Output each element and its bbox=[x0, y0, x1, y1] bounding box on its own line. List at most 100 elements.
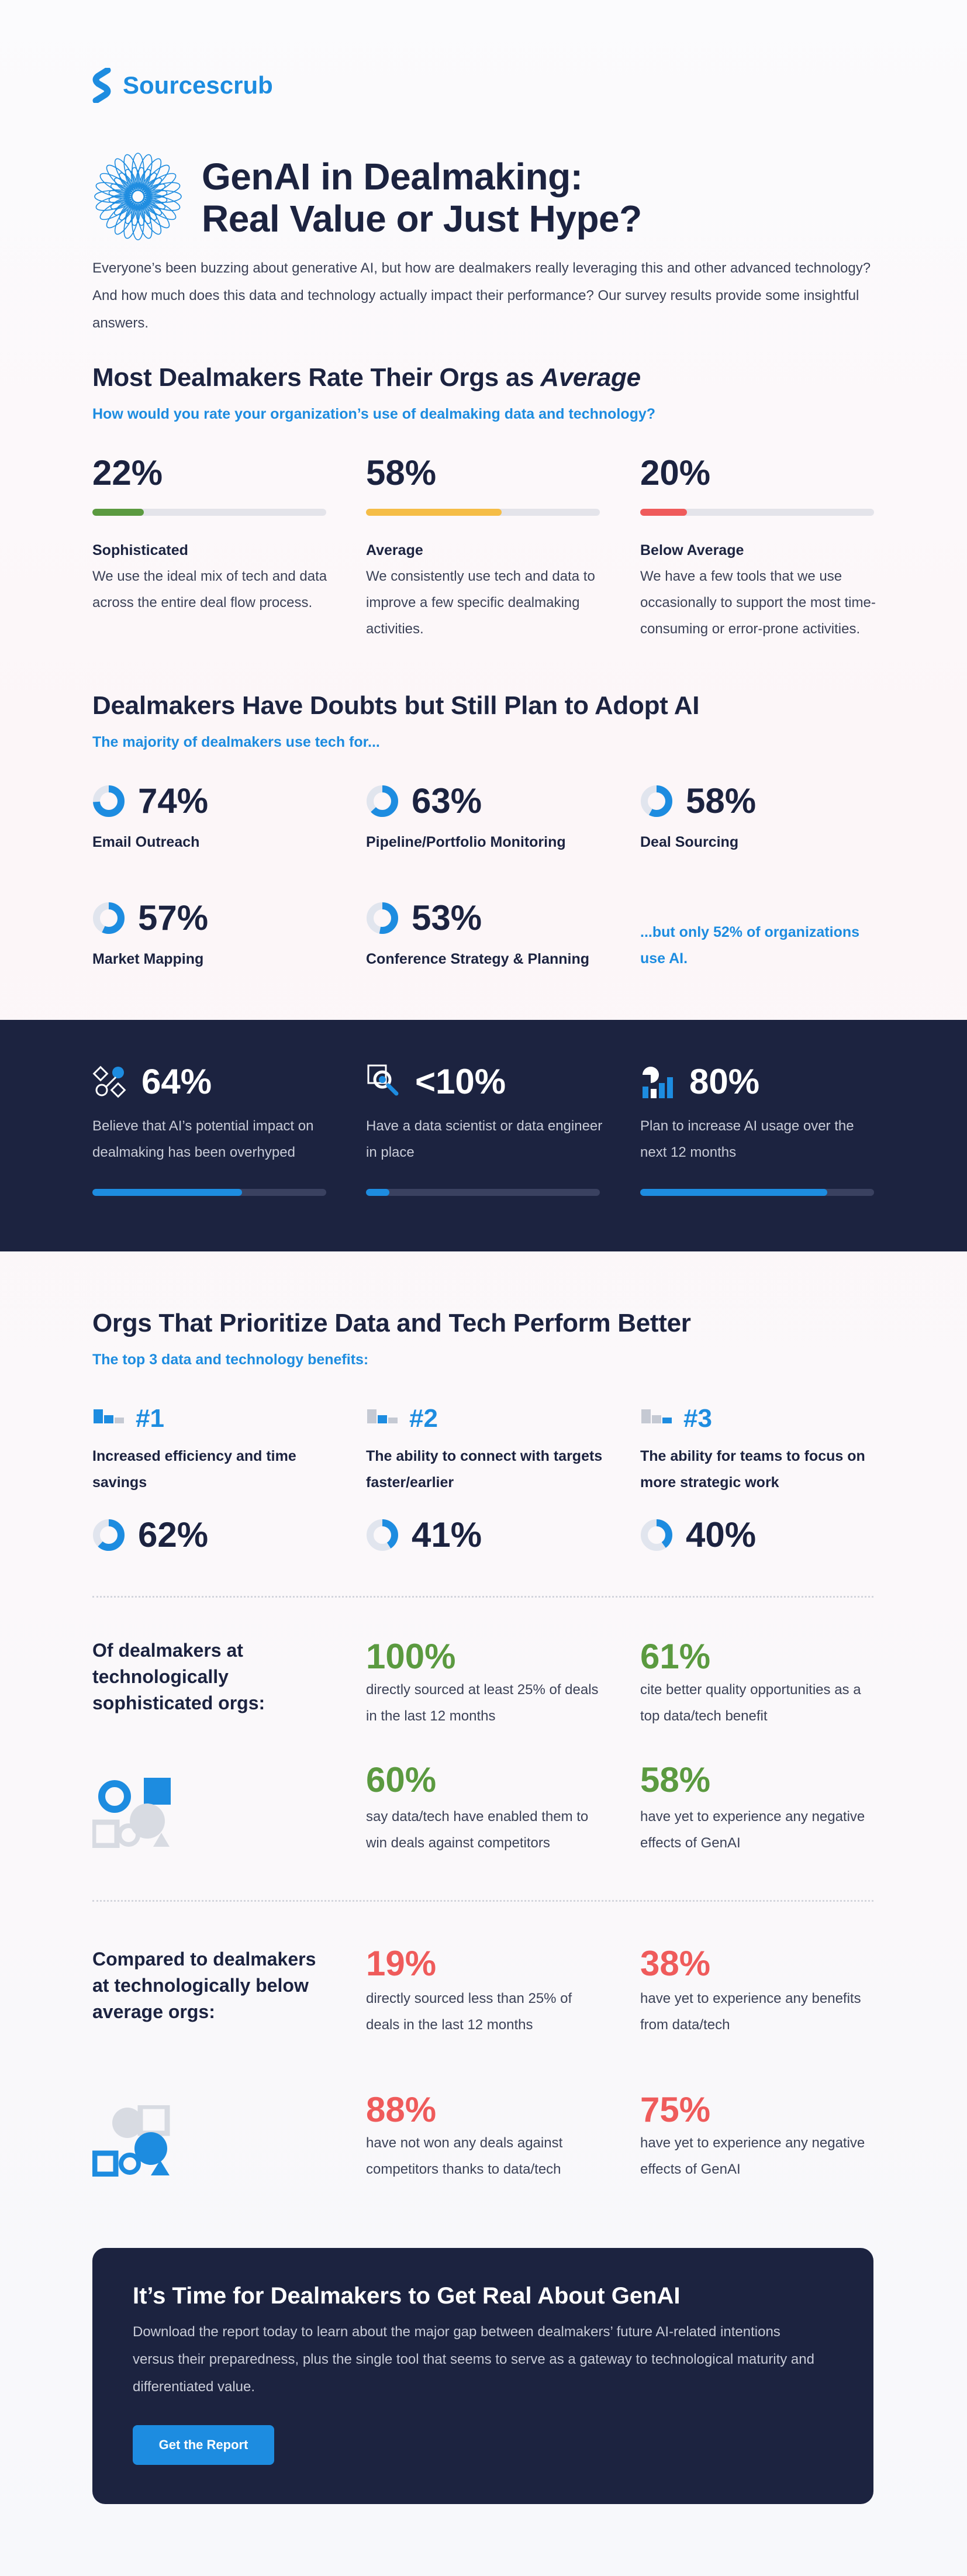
adoption-name: Deal Sourcing bbox=[640, 834, 739, 850]
cta-description: Download the report today to learn about… bbox=[133, 2324, 814, 2395]
comparison-percent: 38% bbox=[640, 1944, 711, 1983]
benefit-percent: 62% bbox=[138, 1515, 209, 1554]
perception-description: Plan to increase AI usage over the next … bbox=[640, 1118, 854, 1160]
comparison-description: directly sourced at least 25% of deals i… bbox=[366, 1682, 599, 1724]
donut-arc bbox=[641, 1519, 672, 1551]
benefit-name: The ability for teams to focus on more s… bbox=[640, 1448, 865, 1491]
comparison-description: have yet to experience any benefits from… bbox=[640, 1991, 861, 2033]
shape bbox=[104, 1415, 113, 1423]
petal bbox=[140, 172, 157, 193]
donut-arc bbox=[93, 1519, 125, 1551]
comparison-description: have yet to experience any negative effe… bbox=[640, 1809, 865, 1851]
bar bbox=[640, 1189, 827, 1196]
comparison-percent: 58% bbox=[640, 1760, 711, 1799]
shape bbox=[367, 1409, 377, 1423]
petal bbox=[108, 189, 133, 199]
shape bbox=[134, 2132, 167, 2165]
rating-description: We use the ideal mix of tech and data ac… bbox=[92, 568, 327, 611]
comparison-percent: 61% bbox=[640, 1637, 711, 1676]
shapes-illustration bbox=[92, 1778, 171, 1848]
icon bbox=[641, 1409, 672, 1423]
perception-percent: 80% bbox=[689, 1062, 760, 1101]
shape bbox=[652, 1415, 661, 1423]
rating-name: Sophisticated bbox=[92, 542, 188, 558]
icon bbox=[367, 1409, 398, 1423]
petal bbox=[108, 194, 133, 204]
section-subheading: The top 3 data and technology benefits: bbox=[92, 1351, 369, 1368]
donut bbox=[367, 1519, 398, 1551]
rating-name: Below Average bbox=[640, 542, 744, 558]
donut-arc bbox=[367, 1519, 398, 1551]
shape bbox=[92, 1819, 120, 1848]
donut bbox=[641, 1519, 672, 1551]
divider bbox=[92, 1900, 873, 1902]
adoption-percent: 63% bbox=[412, 781, 482, 820]
comparison-percent: 88% bbox=[366, 2090, 437, 2129]
rating-percent: 58% bbox=[366, 453, 437, 492]
petal bbox=[119, 200, 136, 221]
perception-band bbox=[0, 1020, 967, 1251]
page-title: GenAI in Dealmaking: Real Value or Just … bbox=[202, 156, 642, 240]
donut-arc bbox=[93, 785, 125, 817]
rating-percent: 20% bbox=[640, 453, 711, 492]
shape bbox=[94, 153, 182, 240]
adoption-name: Market Mapping bbox=[92, 951, 204, 967]
comparison-percent: 19% bbox=[366, 1944, 437, 1983]
shape bbox=[388, 1418, 398, 1423]
rating-percent: 22% bbox=[92, 453, 163, 492]
shape bbox=[662, 1418, 672, 1423]
shape bbox=[112, 2108, 143, 2138]
shape bbox=[92, 68, 111, 103]
section-subheading: How would you rate your organization’s u… bbox=[92, 406, 656, 422]
comparison-heading: Compared to dealmakers at technologicall… bbox=[92, 1949, 316, 2022]
donut bbox=[93, 785, 125, 817]
benefit-rank: #2 bbox=[409, 1404, 438, 1433]
brand-logo bbox=[92, 68, 111, 103]
adoption-percent: 74% bbox=[138, 781, 209, 820]
heading-text: Most Dealmakers Rate Their Orgs as bbox=[92, 363, 534, 392]
section-heading: Dealmakers Have Doubts but Still Plan to… bbox=[92, 691, 700, 720]
cta-button[interactable]: Get the Report bbox=[133, 2425, 274, 2465]
shape bbox=[643, 1087, 648, 1098]
donut bbox=[641, 785, 672, 817]
petal bbox=[135, 167, 146, 191]
title-line: GenAI in Dealmaking: bbox=[202, 156, 583, 198]
shape bbox=[119, 2153, 141, 2175]
bar-track bbox=[92, 509, 326, 516]
petal bbox=[143, 194, 168, 204]
adoption-name: Pipeline/Portfolio Monitoring bbox=[366, 834, 566, 850]
donut-arc bbox=[367, 902, 398, 934]
shape bbox=[667, 1077, 673, 1098]
section-heading: Orgs That Prioritize Data and Tech Perfo… bbox=[92, 1309, 691, 1337]
icon bbox=[94, 1409, 124, 1423]
title-line: Real Value or Just Hype? bbox=[202, 198, 642, 240]
icon bbox=[92, 1065, 126, 1098]
shape bbox=[641, 1409, 651, 1423]
petal bbox=[135, 202, 146, 226]
shape bbox=[151, 2160, 170, 2175]
adoption-percent: 58% bbox=[686, 781, 757, 820]
donut bbox=[367, 785, 398, 817]
hero-emblem bbox=[94, 153, 182, 240]
perception-description: Have a data scientist or data engineer i… bbox=[366, 1118, 603, 1160]
petal bbox=[143, 183, 166, 196]
brand-name: Sourcescrub bbox=[123, 71, 273, 99]
cta-title: It’s Time for Dealmakers to Get Real Abo… bbox=[133, 2283, 681, 2309]
petal bbox=[143, 189, 168, 199]
adoption-note: ...but only 52% of organizations use AI. bbox=[640, 924, 860, 967]
comparison-description: directly sourced less than 25% of deals … bbox=[366, 1991, 572, 2033]
rating-description: We have a few tools that we use occasion… bbox=[640, 568, 876, 637]
shape bbox=[98, 1780, 131, 1813]
comparison-description: have yet to experience any negative effe… bbox=[640, 2135, 865, 2177]
shape bbox=[137, 2105, 170, 2136]
donut-arc bbox=[93, 902, 125, 934]
shape bbox=[115, 1418, 124, 1423]
section-subheading: The majority of dealmakers use tech for.… bbox=[92, 734, 380, 750]
icon bbox=[643, 1067, 673, 1098]
donut bbox=[93, 1519, 125, 1551]
bar bbox=[92, 1189, 242, 1196]
petal bbox=[140, 200, 157, 221]
shape bbox=[117, 1823, 140, 1847]
perception-percent: 64% bbox=[141, 1062, 212, 1101]
